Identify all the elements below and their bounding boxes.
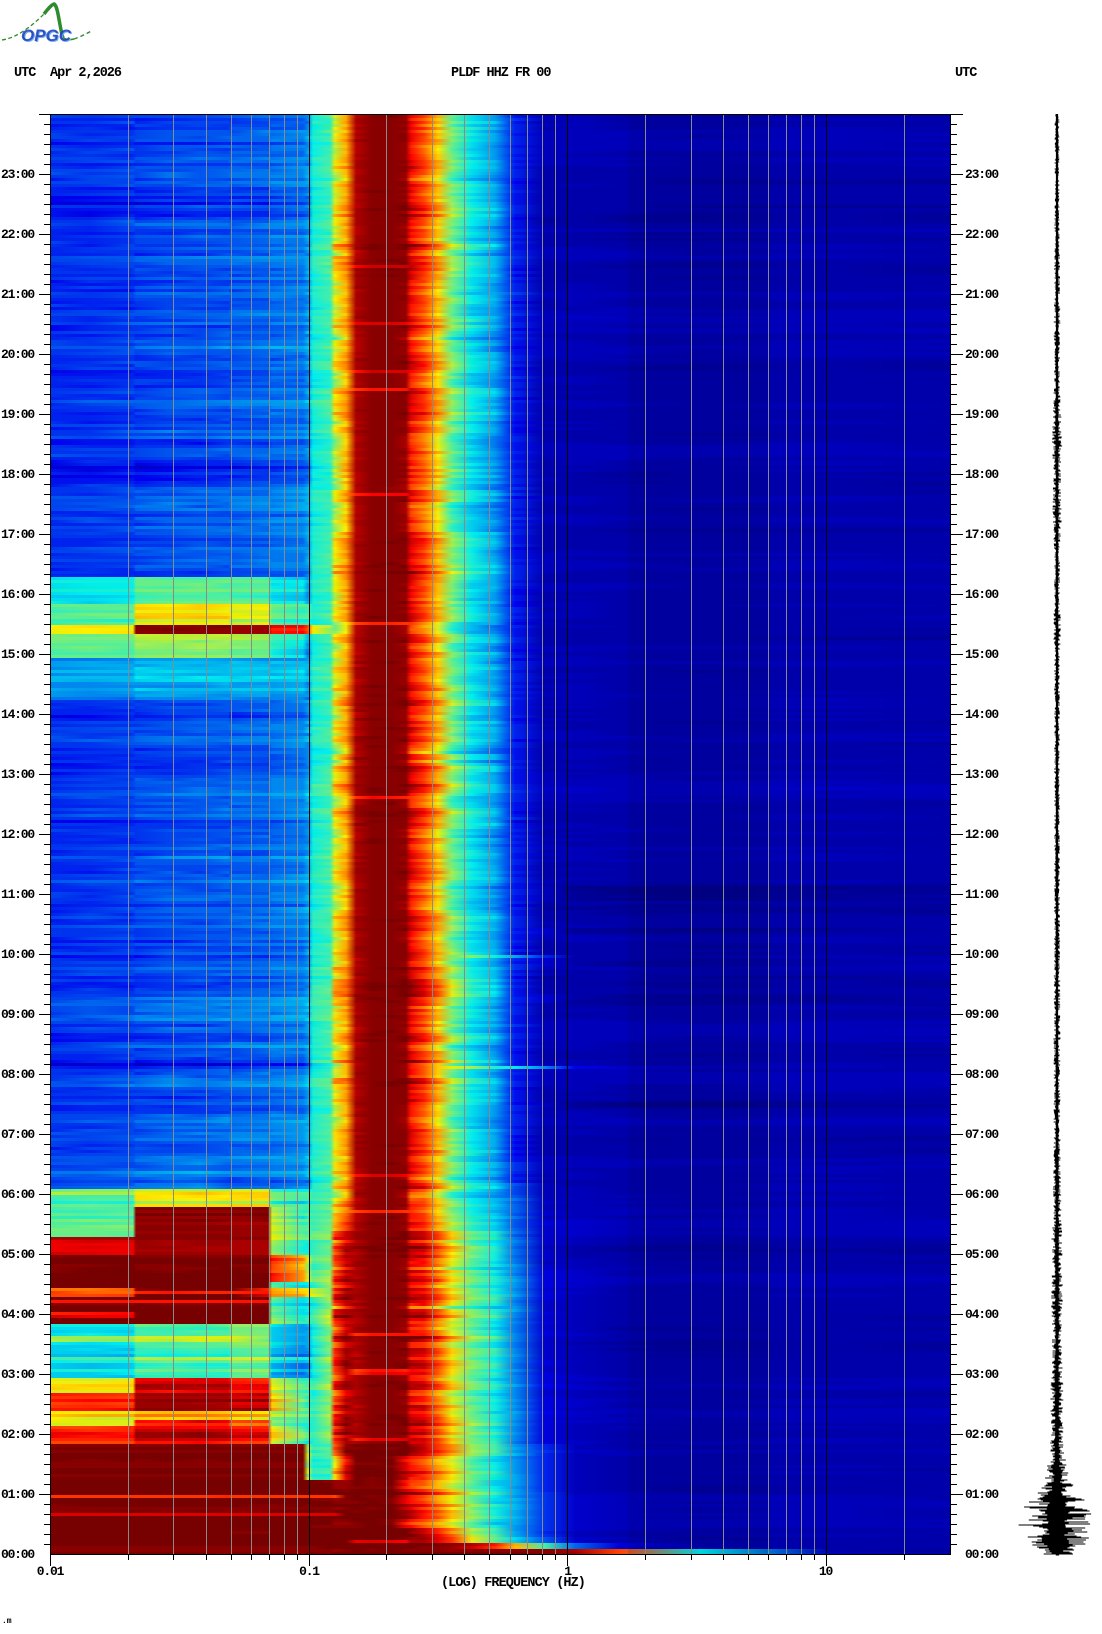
svg-text:OPGC: OPGC bbox=[21, 26, 72, 45]
svg-text:OPGC: OPGC bbox=[22, 27, 73, 46]
